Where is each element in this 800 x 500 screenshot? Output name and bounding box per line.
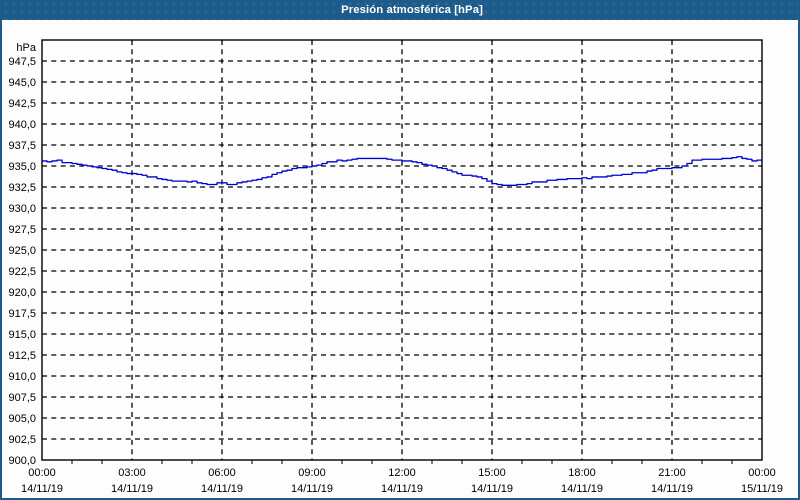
svg-text:902,5: 902,5 (8, 434, 36, 446)
svg-text:15:00: 15:00 (478, 467, 506, 479)
svg-text:917,5: 917,5 (8, 308, 36, 320)
svg-text:06:00: 06:00 (208, 467, 236, 479)
svg-text:14/11/19: 14/11/19 (21, 483, 63, 495)
svg-text:915,0: 915,0 (8, 329, 36, 341)
svg-text:932,5: 932,5 (8, 182, 36, 194)
svg-text:945,0: 945,0 (8, 77, 36, 89)
svg-text:14/11/19: 14/11/19 (111, 483, 153, 495)
svg-text:947,5: 947,5 (8, 56, 36, 68)
svg-text:14/11/19: 14/11/19 (651, 483, 693, 495)
svg-text:15/11/19: 15/11/19 (741, 483, 783, 495)
svg-text:922,5: 922,5 (8, 266, 36, 278)
svg-text:942,5: 942,5 (8, 98, 36, 110)
svg-text:905,0: 905,0 (8, 413, 36, 425)
svg-text:925,0: 925,0 (8, 245, 36, 257)
svg-text:14/11/19: 14/11/19 (381, 483, 423, 495)
svg-text:937,5: 937,5 (8, 140, 36, 152)
svg-text:14/11/19: 14/11/19 (471, 483, 513, 495)
svg-text:00:00: 00:00 (748, 467, 776, 479)
svg-text:14/11/19: 14/11/19 (201, 483, 243, 495)
svg-text:12:00: 12:00 (388, 467, 416, 479)
svg-text:03:00: 03:00 (118, 467, 146, 479)
svg-text:14/11/19: 14/11/19 (291, 483, 333, 495)
svg-text:907,5: 907,5 (8, 392, 36, 404)
svg-text:927,5: 927,5 (8, 224, 36, 236)
svg-text:912,5: 912,5 (8, 350, 36, 362)
svg-text:09:00: 09:00 (298, 467, 326, 479)
svg-text:910,0: 910,0 (8, 371, 36, 383)
svg-text:935,0: 935,0 (8, 161, 36, 173)
svg-text:940,0: 940,0 (8, 119, 36, 131)
svg-text:hPa: hPa (16, 42, 36, 54)
svg-text:900,0: 900,0 (8, 455, 36, 467)
svg-text:00:00: 00:00 (28, 467, 56, 479)
svg-text:14/11/19: 14/11/19 (561, 483, 603, 495)
svg-text:21:00: 21:00 (658, 467, 686, 479)
svg-text:920,0: 920,0 (8, 287, 36, 299)
svg-text:18:00: 18:00 (568, 467, 596, 479)
svg-text:930,0: 930,0 (8, 203, 36, 215)
